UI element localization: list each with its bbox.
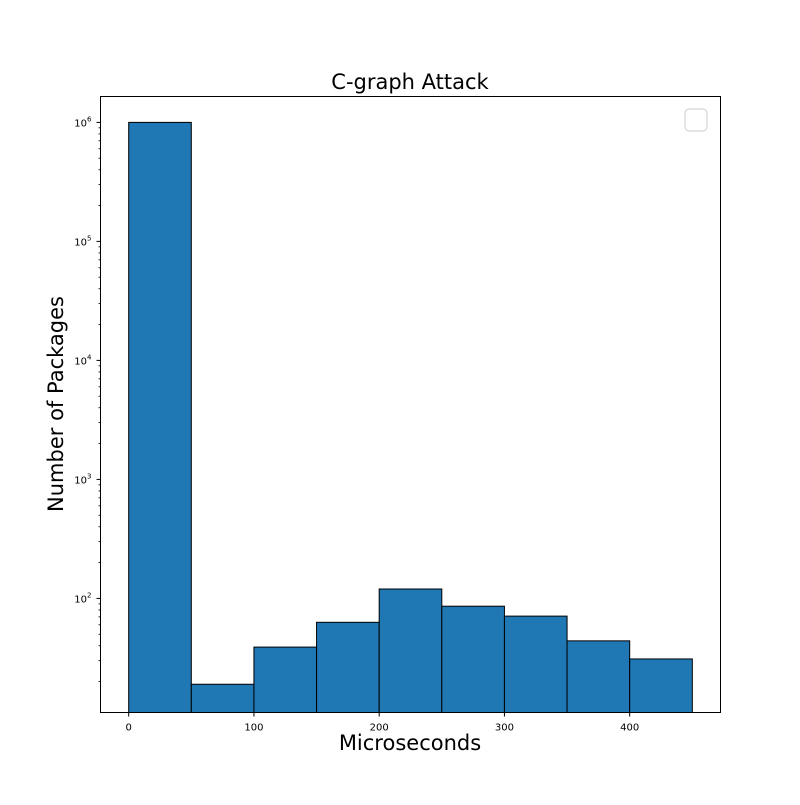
x-axis: 0 100 200 300 400 bbox=[125, 712, 639, 734]
histogram-bar bbox=[503, 615, 568, 713]
x-tick-label: 400 bbox=[620, 723, 639, 734]
x-tick-label: 200 bbox=[370, 723, 389, 734]
y-axis: 102 103 104 105 106 bbox=[74, 115, 101, 683]
y-axis-label: Number of Packages bbox=[44, 296, 68, 512]
x-tick-label: 300 bbox=[495, 723, 514, 734]
legend-box bbox=[684, 108, 708, 132]
histogram-bar bbox=[566, 640, 631, 713]
histogram-bar bbox=[378, 588, 443, 714]
histogram-bar bbox=[253, 646, 318, 713]
x-tick-label: 0 bbox=[125, 723, 131, 734]
histogram-bar bbox=[190, 683, 255, 713]
y-tick-label: 105 bbox=[74, 234, 91, 248]
y-tick-label: 106 bbox=[74, 115, 92, 129]
x-axis-label: Microseconds bbox=[339, 731, 481, 755]
histogram-bar bbox=[128, 121, 192, 713]
y-tick-label: 104 bbox=[74, 353, 92, 367]
chart-title: C-graph Attack bbox=[331, 70, 489, 94]
y-tick-label: 103 bbox=[74, 472, 91, 486]
histogram-bar bbox=[441, 605, 505, 714]
y-tick-label: 102 bbox=[74, 591, 91, 605]
x-tick-label: 100 bbox=[244, 723, 263, 734]
plot-frame bbox=[100, 96, 721, 713]
bars-group bbox=[128, 121, 693, 714]
histogram-bar bbox=[316, 621, 380, 714]
histogram-bar bbox=[629, 658, 693, 714]
